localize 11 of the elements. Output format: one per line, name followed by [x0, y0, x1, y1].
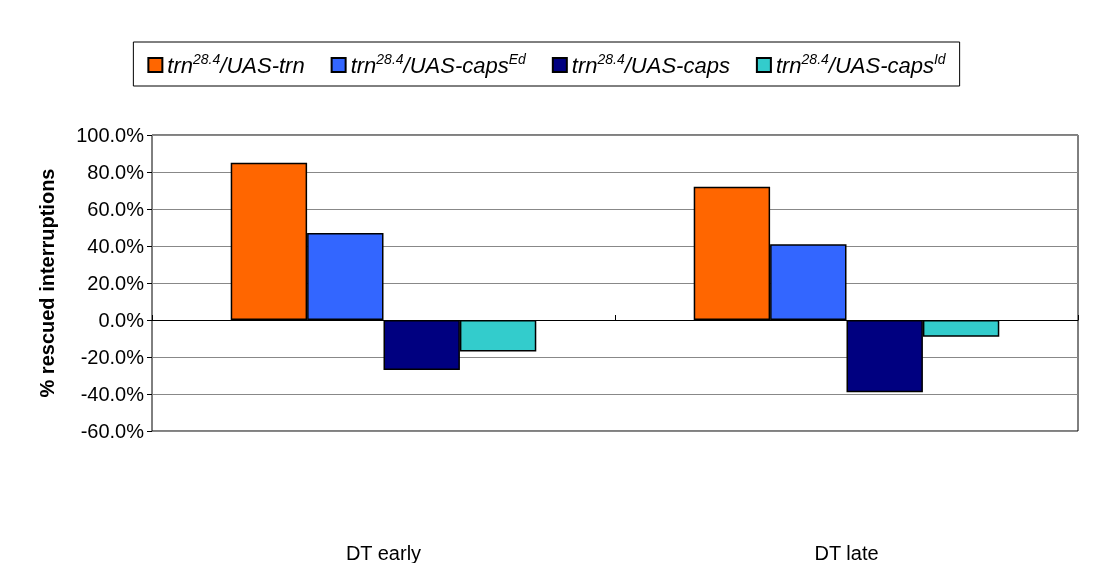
y-tick-label: 100.0% — [76, 124, 145, 146]
y-tick-label: 0.0% — [98, 309, 145, 331]
y-axis-title: % rescued interruptions — [36, 168, 58, 398]
y-tick-label: 80.0% — [87, 161, 145, 183]
x-tick-label: DT late — [814, 542, 879, 563]
y-tick-label: -20.0% — [80, 346, 145, 368]
y-tick-label: 20.0% — [87, 272, 145, 294]
y-tick-label: 60.0% — [87, 198, 145, 220]
y-tick-label: 40.0% — [87, 235, 145, 257]
y-tick-label: -40.0% — [80, 383, 145, 405]
y-tick-label: -60.0% — [80, 420, 145, 442]
